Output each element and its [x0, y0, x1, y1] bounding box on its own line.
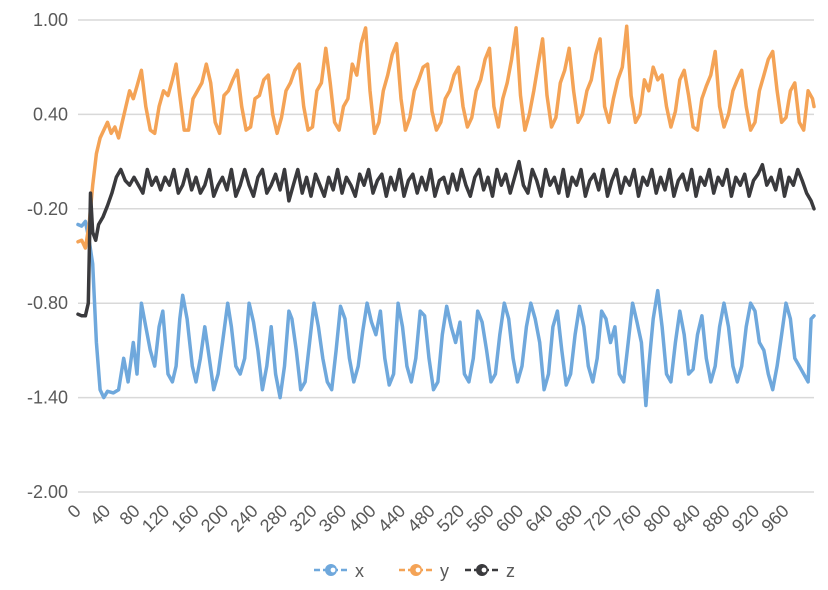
- x-tick-label: 960: [757, 501, 792, 536]
- y-tick-label: -2.00: [27, 482, 68, 502]
- series-line-z: [76, 159, 816, 318]
- x-tick-label: 120: [138, 501, 173, 536]
- x-axis: 0 40 8012016020024028032036040044048052056…: [64, 501, 793, 536]
- x-tick-label: 760: [610, 501, 645, 536]
- x-tick-label: 800: [639, 501, 674, 536]
- legend-label: y: [440, 561, 449, 581]
- x-tick-label: 40: [86, 501, 114, 529]
- series-line-y: [76, 24, 816, 250]
- x-tick-label: 200: [197, 501, 232, 536]
- y-tick-label: -0.20: [27, 199, 68, 219]
- x-tick-label: 440: [374, 501, 409, 536]
- legend-item-x: x: [314, 561, 364, 581]
- x-tick-label: 680: [551, 501, 586, 536]
- x-tick-label: 920: [728, 501, 763, 536]
- x-tick-label: 840: [669, 501, 704, 536]
- x-tick-label: 560: [462, 501, 497, 536]
- legend-item-y: y: [399, 561, 449, 581]
- x-tick-label: 880: [698, 501, 733, 536]
- y-tick-label: -0.80: [27, 293, 68, 313]
- x-tick-label: 320: [285, 501, 320, 536]
- x-tick-label: 720: [580, 501, 615, 536]
- series-line-x: [76, 219, 816, 408]
- legend-item-z: z: [465, 561, 515, 581]
- plot-area: [76, 24, 816, 408]
- x-tick-label: 160: [167, 501, 202, 536]
- y-tick-label: 1.00: [33, 10, 68, 30]
- legend-marker-hole: [330, 567, 336, 573]
- y-tick-label: 0.40: [33, 104, 68, 124]
- legend: x y z: [314, 561, 515, 581]
- legend-label: x: [355, 561, 364, 581]
- x-tick-label: 480: [403, 501, 438, 536]
- x-tick-label: 600: [492, 501, 527, 536]
- legend-marker-hole: [481, 567, 487, 573]
- x-tick-label: 400: [344, 501, 379, 536]
- y-tick-label: -1.40: [27, 388, 68, 408]
- x-tick-label: 640: [521, 501, 556, 536]
- x-tick-label: 280: [256, 501, 291, 536]
- x-tick-label: 360: [315, 501, 350, 536]
- x-tick-label: 0: [64, 501, 85, 522]
- legend-label: z: [506, 561, 515, 581]
- x-tick-label: 240: [226, 501, 261, 536]
- x-tick-label: 520: [433, 501, 468, 536]
- y-axis: 1.00 0.40 -0.20 -0.80 -1.40 -2.00: [27, 10, 68, 502]
- gridlines: [78, 19, 814, 493]
- legend-marker-hole: [415, 567, 421, 573]
